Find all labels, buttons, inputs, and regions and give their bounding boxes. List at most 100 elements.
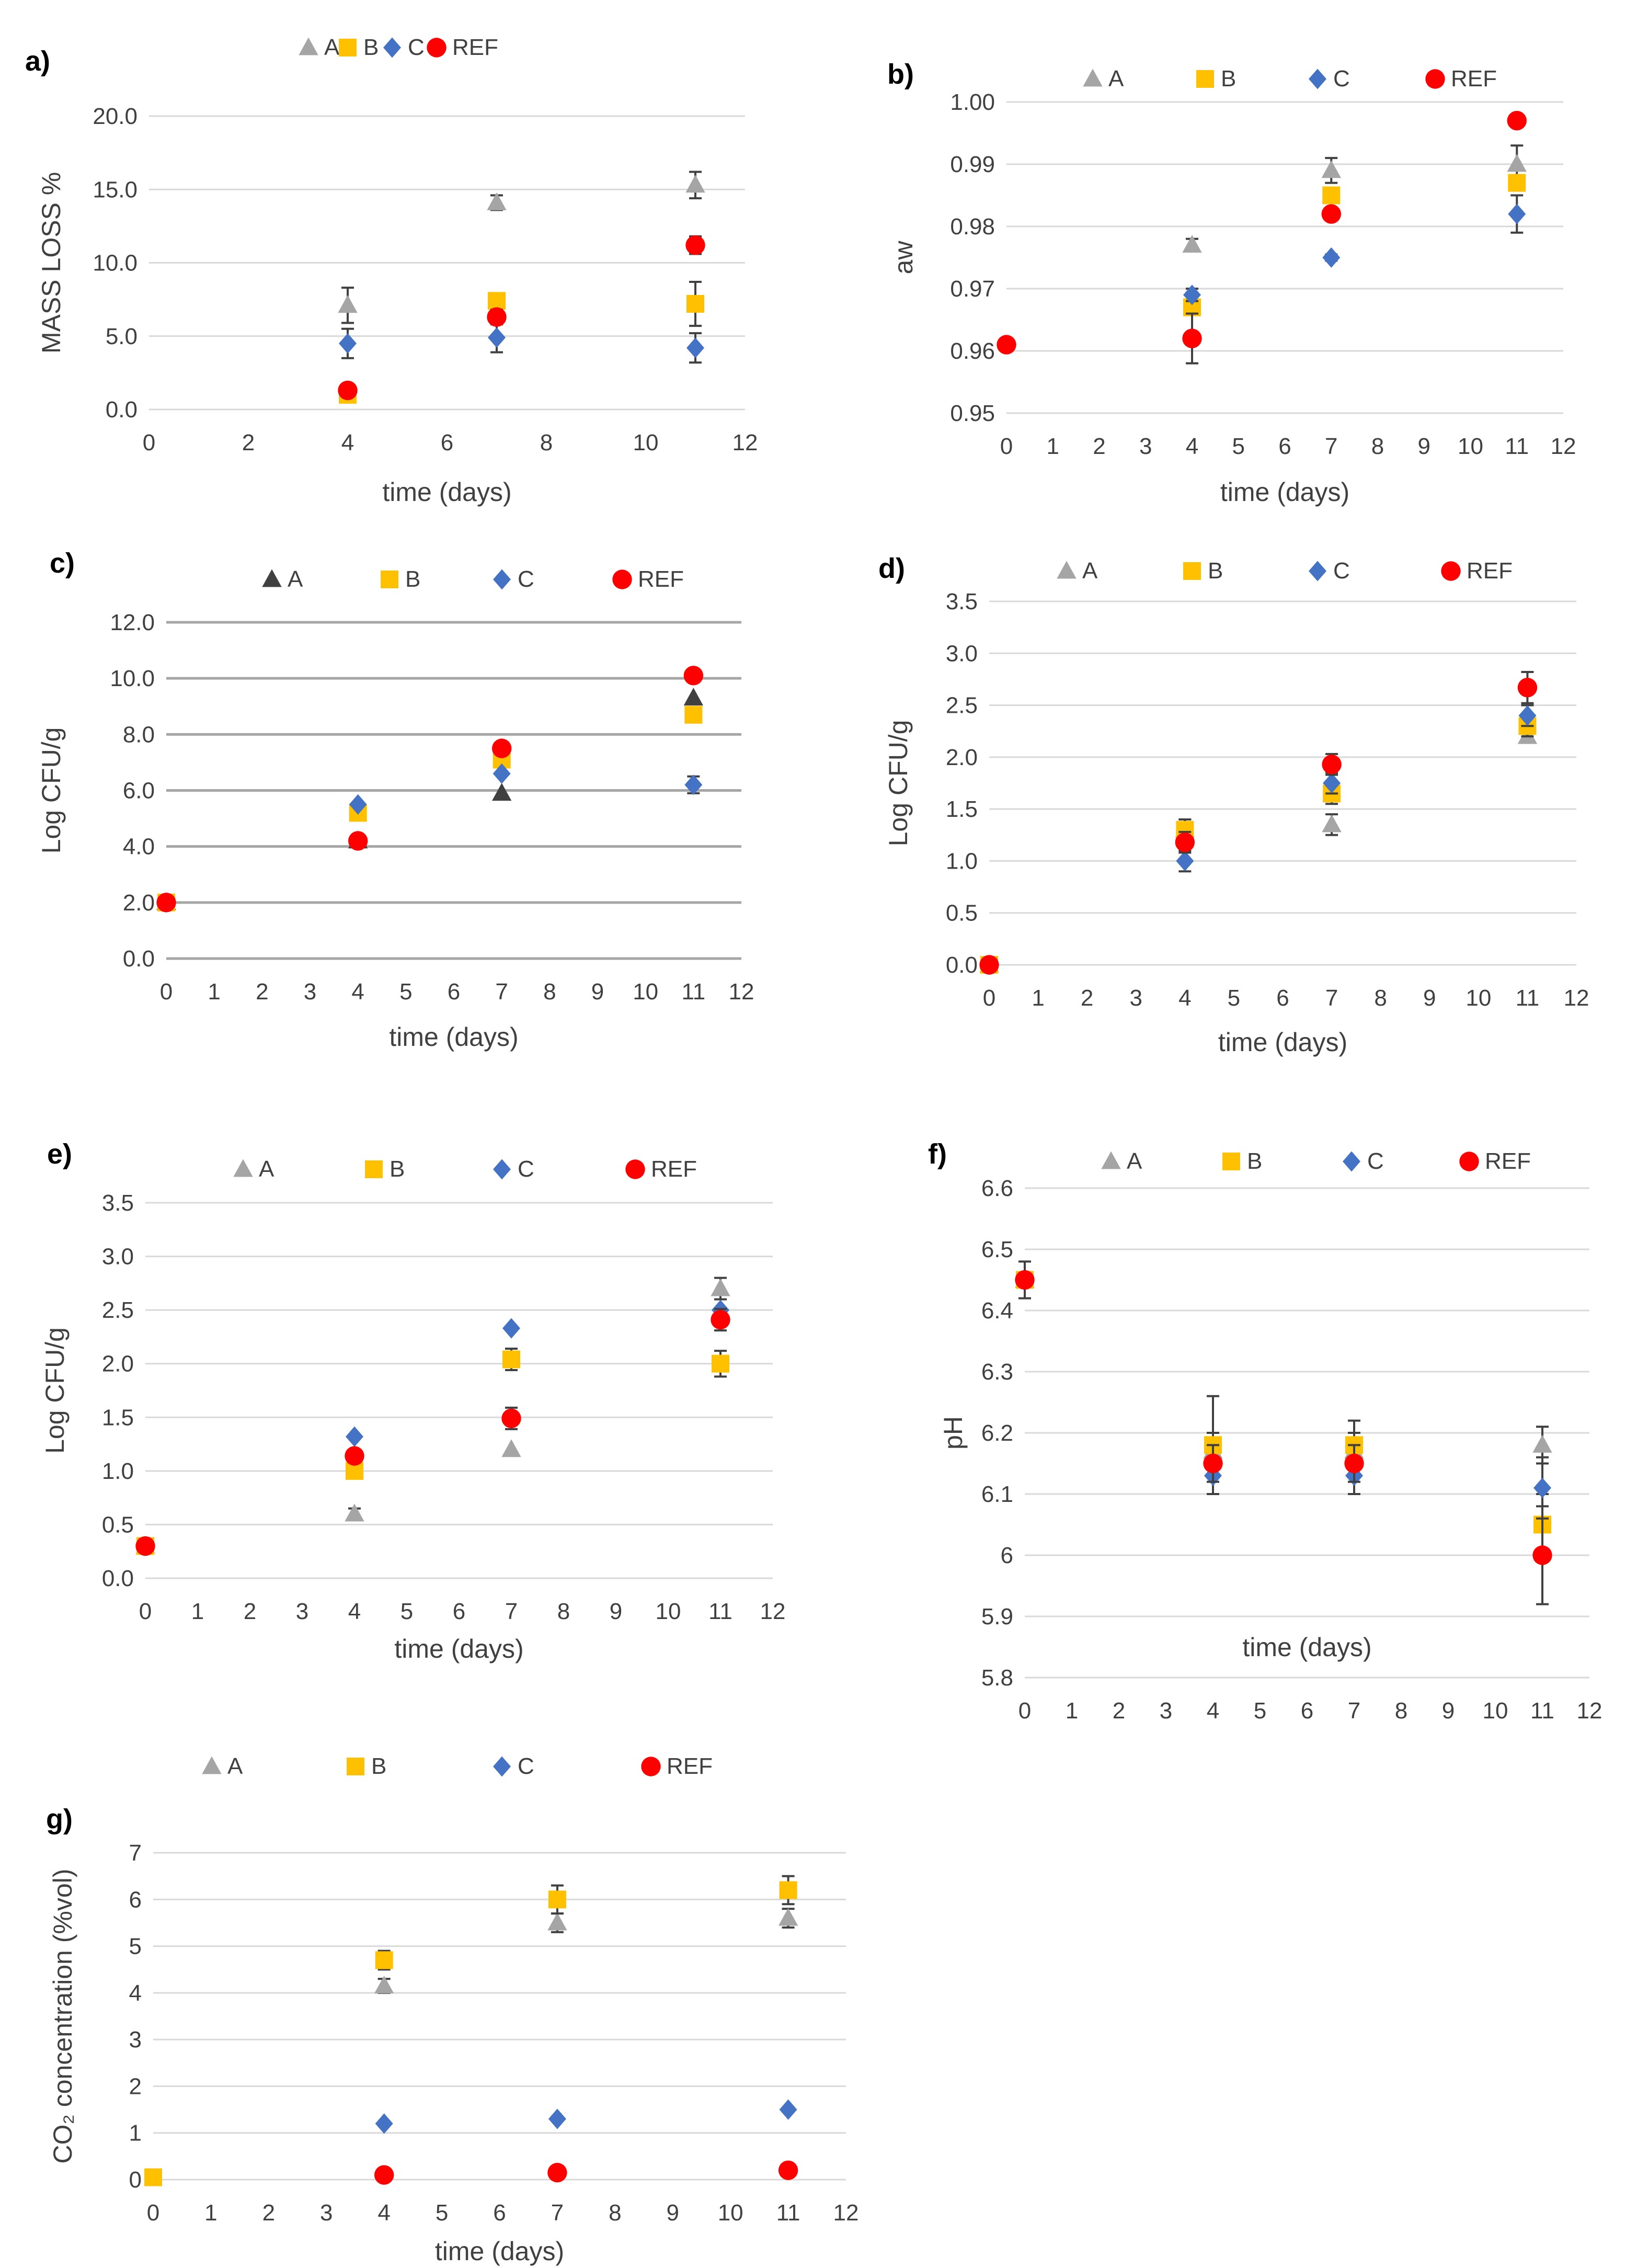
x-tick-label: 4 xyxy=(1186,434,1198,459)
x-tick-label: 0 xyxy=(1018,1698,1031,1724)
data-point-b xyxy=(548,1890,566,1909)
legend-entry-b: B xyxy=(365,1156,405,1182)
x-tick-label: 10 xyxy=(1458,434,1483,459)
y-tick-label: 2.0 xyxy=(123,890,155,916)
x-tick-label: 3 xyxy=(1160,1698,1172,1724)
y-tick-label: 0 xyxy=(129,2167,142,2193)
y-tick-label: 6 xyxy=(1001,1543,1013,1568)
x-tick-label: 0 xyxy=(147,2200,159,2226)
x-tick-label: 8 xyxy=(543,979,556,1005)
legend-marker-ref xyxy=(612,569,632,589)
y-tick-label: 5.8 xyxy=(981,1665,1013,1691)
x-tick-label: 0 xyxy=(143,430,155,455)
legend-marker-c xyxy=(493,1159,511,1180)
x-axis-title: time (days) xyxy=(394,1634,523,1663)
data-point-a xyxy=(1532,1434,1552,1453)
data-point-ref xyxy=(547,2162,567,2183)
y-tick-label: 1.5 xyxy=(946,796,978,822)
x-tick-label: 6 xyxy=(1278,434,1291,459)
legend-entry-c: C xyxy=(493,1753,534,1779)
legend-marker-a xyxy=(202,1756,222,1774)
legend-marker-c xyxy=(493,1756,511,1777)
legend-entry-ref: REF xyxy=(1459,1148,1531,1174)
x-tick-label: 2 xyxy=(1081,985,1093,1011)
legend-marker-a xyxy=(262,569,282,587)
x-tick-label: 12 xyxy=(1551,434,1576,459)
x-tick-label: 7 xyxy=(1348,1698,1360,1724)
x-tick-label: 9 xyxy=(610,1599,622,1624)
y-tick-label: 5.0 xyxy=(106,324,138,349)
legend-label: B xyxy=(1247,1148,1262,1174)
legend-label: C xyxy=(1333,66,1350,92)
data-point-c xyxy=(548,2109,566,2129)
data-point-c xyxy=(1518,705,1537,726)
legend-entry-a: A xyxy=(202,1753,243,1779)
legend-label: B xyxy=(371,1753,386,1779)
legend-label: B xyxy=(1221,66,1236,92)
x-tick-label: 6 xyxy=(441,430,453,455)
legend-marker-b xyxy=(1183,562,1201,580)
y-axis-title: Log CFU/g xyxy=(37,727,66,854)
data-point-b xyxy=(712,1354,729,1373)
data-point-ref xyxy=(1321,204,1341,224)
x-tick-label: 4 xyxy=(377,2200,390,2226)
data-point-ref xyxy=(997,335,1016,355)
y-tick-label: 4.0 xyxy=(123,834,155,860)
x-tick-label: 4 xyxy=(351,979,364,1005)
panel-label: f) xyxy=(928,1138,947,1170)
data-point-c xyxy=(346,1426,363,1447)
x-tick-label: 1 xyxy=(1047,434,1059,459)
y-tick-label: 0.96 xyxy=(950,338,995,364)
chart-panel-a: a) 0.0 5.0 10.0 15.0 20.0 0 2 4 6 8 10 12 time (days)… xyxy=(25,35,758,507)
legend-entry-b: B xyxy=(1222,1148,1262,1174)
x-tick-label: 7 xyxy=(505,1599,518,1624)
x-tick-label: 12 xyxy=(833,2200,859,2226)
y-tick-label: 2.0 xyxy=(946,745,978,770)
x-tick-label: 10 xyxy=(1483,1698,1508,1724)
y-tick-label: 0.97 xyxy=(950,276,995,302)
legend-entry-ref: REF xyxy=(612,566,684,592)
legend-entry-c: C xyxy=(493,566,534,592)
x-tick-label: 7 xyxy=(495,979,508,1005)
y-axis-title: Log CFU/g xyxy=(884,720,913,847)
legend-marker-c xyxy=(493,569,511,590)
data-point-ref xyxy=(1322,755,1342,774)
y-tick-label: 2.5 xyxy=(946,693,978,719)
legend-label: B xyxy=(363,35,379,60)
x-tick-label: 10 xyxy=(633,979,658,1005)
legend-marker-c xyxy=(383,37,401,58)
panel-label: b) xyxy=(887,59,914,90)
data-point-c xyxy=(1176,850,1194,871)
legend-marker-a xyxy=(1083,69,1103,87)
legend-entry-a: A xyxy=(1101,1148,1142,1174)
legend-marker-ref xyxy=(625,1159,645,1179)
legend-marker-b xyxy=(365,1160,383,1178)
legend-entry-b: B xyxy=(1196,66,1236,92)
x-tick-label: 9 xyxy=(1423,985,1436,1011)
x-tick-label: 12 xyxy=(1577,1698,1602,1724)
y-tick-label: 6.6 xyxy=(981,1176,1013,1201)
data-point-a xyxy=(1321,160,1341,178)
y-tick-label: 8.0 xyxy=(123,722,155,747)
x-tick-label: 8 xyxy=(1395,1698,1407,1724)
x-tick-label: 12 xyxy=(1564,985,1589,1011)
y-tick-label: 4 xyxy=(129,1980,142,2006)
x-tick-label: 5 xyxy=(400,1599,413,1624)
panel-label: a) xyxy=(25,45,50,77)
legend-entry-b: B xyxy=(347,1753,386,1779)
x-tick-label: 3 xyxy=(296,1599,308,1624)
x-tick-label: 3 xyxy=(304,979,316,1005)
data-point-c xyxy=(1322,247,1341,268)
x-tick-label: 8 xyxy=(557,1599,570,1624)
x-tick-label: 0 xyxy=(139,1599,152,1624)
legend-label: REF xyxy=(1451,66,1497,92)
y-tick-label: 0.0 xyxy=(946,952,978,978)
x-tick-label: 2 xyxy=(1093,434,1105,459)
x-tick-label: 1 xyxy=(208,979,220,1005)
data-point-ref xyxy=(491,738,512,758)
x-axis-title: time (days) xyxy=(435,2237,564,2266)
data-point-c xyxy=(502,1318,520,1339)
legend-marker-a xyxy=(1101,1151,1121,1169)
data-point-ref xyxy=(135,1536,155,1556)
legend-entry-b: B xyxy=(1183,558,1223,584)
